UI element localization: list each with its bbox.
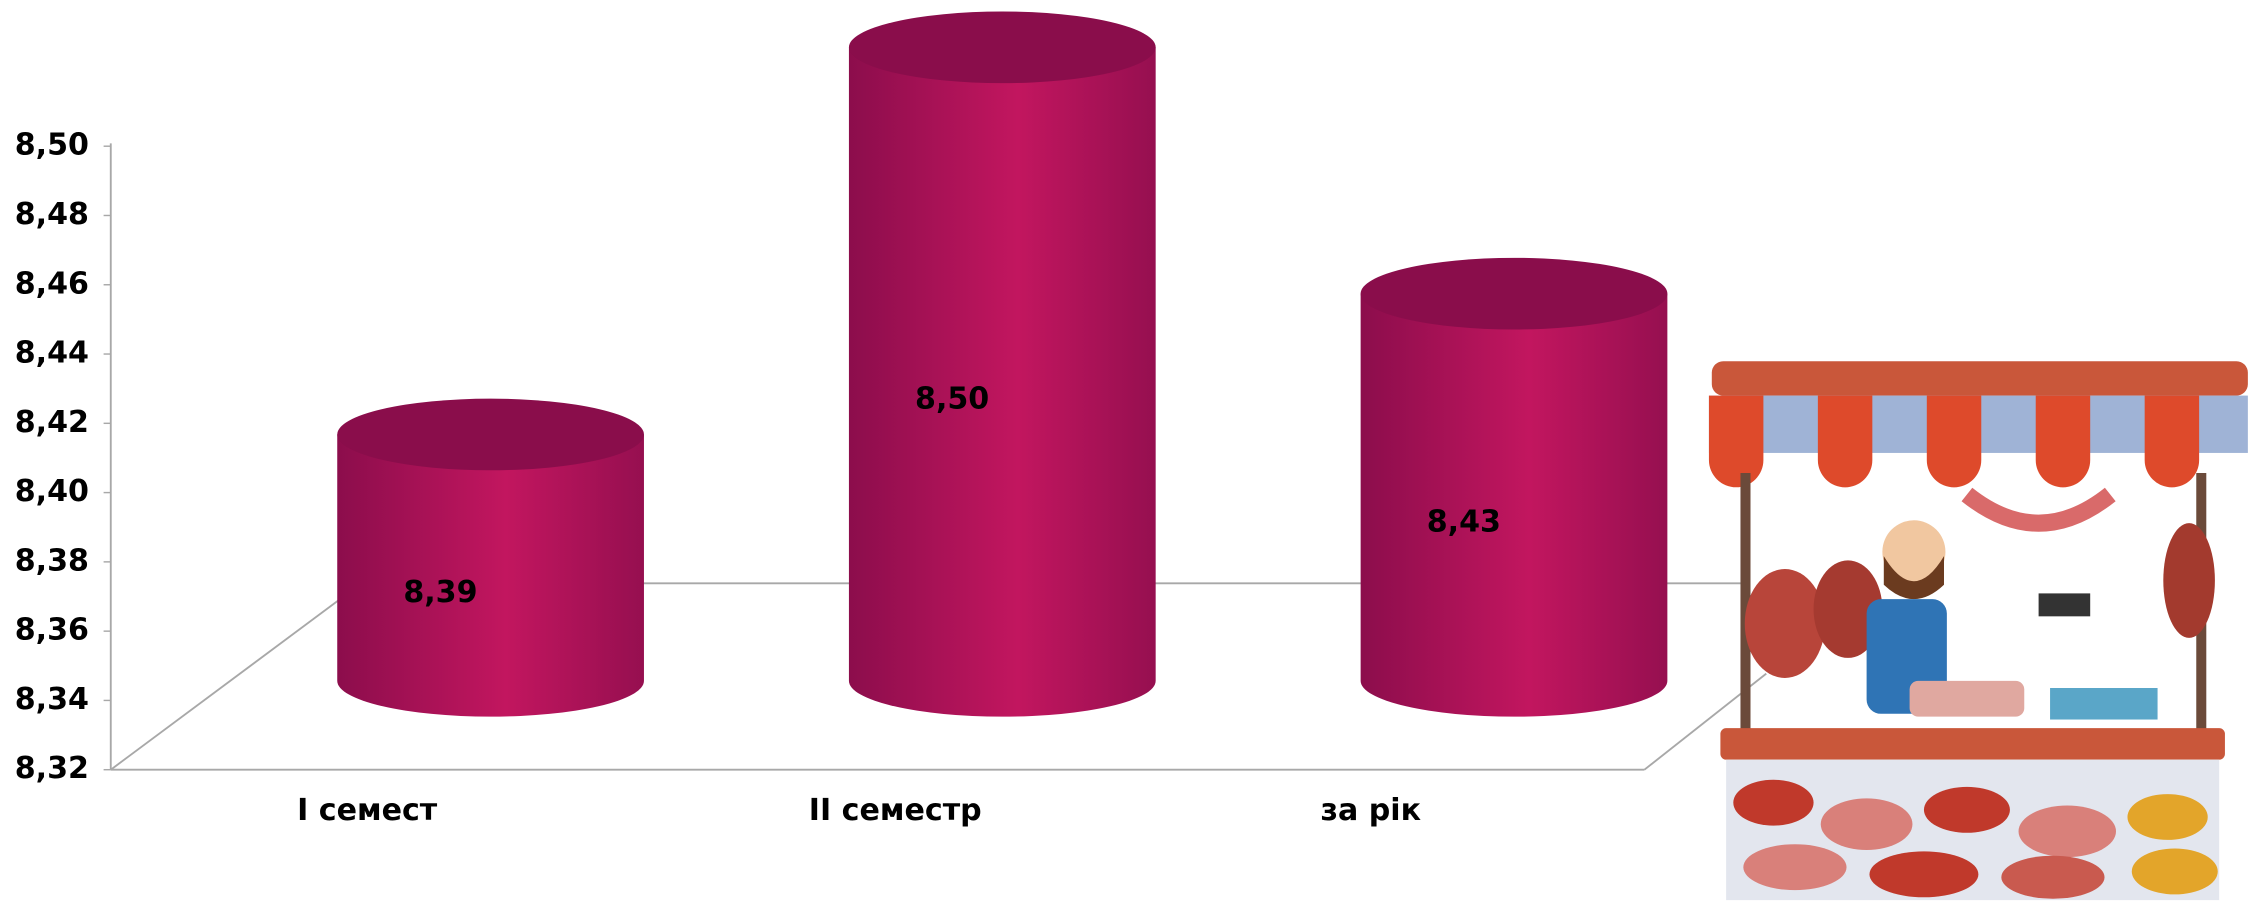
awning-top xyxy=(1711,361,2248,396)
bar xyxy=(337,434,644,717)
y-tick-label: 8,46 xyxy=(15,266,89,301)
value-label: 8,43 xyxy=(1427,505,1501,540)
sausage-hanging xyxy=(2163,523,2215,638)
sausages xyxy=(1961,487,2116,532)
meat xyxy=(2131,848,2218,895)
market-illustration xyxy=(1708,361,2248,901)
y-tick-label: 8,34 xyxy=(15,682,89,717)
butcher-head xyxy=(1882,520,1946,584)
beard xyxy=(1883,556,1944,600)
y-tick-label: 8,44 xyxy=(15,336,89,371)
meat xyxy=(2127,794,2208,840)
value-label: 8,39 xyxy=(403,575,477,610)
bar xyxy=(848,47,1156,717)
bar xyxy=(1360,293,1668,717)
floor-side xyxy=(110,598,341,771)
ham xyxy=(1744,569,1826,678)
meat-cut xyxy=(1909,680,2025,717)
bar-top xyxy=(337,398,644,471)
y-tick-label: 8,50 xyxy=(15,128,89,163)
y-tick-label: 8,36 xyxy=(15,613,89,648)
value-label: 8,50 xyxy=(915,381,989,416)
y-tick-label: 8,38 xyxy=(15,543,89,578)
bar-top xyxy=(848,11,1156,84)
y-tick-label: 8,32 xyxy=(15,751,89,786)
ham xyxy=(1813,560,1883,658)
bar-top xyxy=(1360,257,1668,330)
meat xyxy=(1820,798,1913,850)
meat xyxy=(2001,855,2105,899)
y-tick-label: 8,40 xyxy=(15,474,89,509)
scale xyxy=(2050,688,2158,720)
meat xyxy=(1733,779,1814,826)
meats xyxy=(1733,779,2218,899)
meat xyxy=(1923,786,2010,833)
x-tick-label: II семестр xyxy=(809,793,982,828)
x-tick-label: за рік xyxy=(1321,793,1422,828)
bars: 8,39 8,50 8,43 xyxy=(337,11,1668,717)
meat xyxy=(2018,805,2116,858)
counter-top xyxy=(1720,728,2225,760)
y-tick-label: 8,42 xyxy=(15,405,89,440)
meat xyxy=(1743,844,1847,891)
scale-display xyxy=(2038,593,2091,617)
x-tick-label: I семест xyxy=(297,793,438,828)
meat xyxy=(1869,851,1979,898)
y-tick-label: 8,48 xyxy=(15,197,89,232)
awning-stripes xyxy=(1708,395,2200,488)
post xyxy=(1740,473,1751,731)
